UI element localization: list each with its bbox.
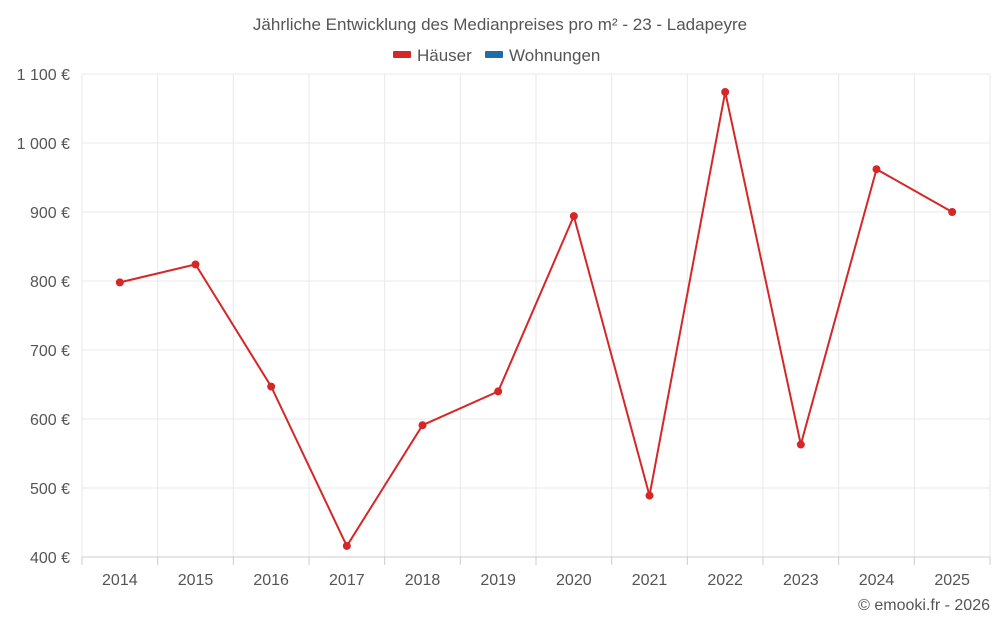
x-tick-label: 2015 [178,572,214,589]
x-tick-label: 2023 [783,572,819,589]
y-tick-label: 1 100 € [17,67,70,84]
y-tick-label: 400 € [30,550,70,567]
x-gridlines [81,74,991,557]
legend-label-haeuser[interactable]: Häuser [417,46,472,65]
y-axis-labels: 400 € 500 € 600 € 700 € 800 € 900 € 1 000 € 1 1… [17,67,70,567]
data-point[interactable] [569,212,578,221]
x-tick-label: 2020 [556,572,592,589]
y-tick-label: 500 € [30,481,70,498]
data-point[interactable] [721,87,730,96]
x-tick-label: 2014 [102,572,138,589]
x-tick-label: 2022 [707,572,743,589]
data-point[interactable] [191,260,200,269]
data-point[interactable] [418,421,427,430]
legend-swatch-haeuser [393,51,411,58]
x-axis-labels: 2014 2015 2016 2017 2018 2019 2020 2021 2022 2023… [102,572,970,589]
x-tick-label: 2016 [253,572,289,589]
data-point[interactable] [796,440,805,449]
credit-text: © emooki.fr - 2026 [858,597,990,614]
series-line-haeuser [119,91,953,549]
y-tick-label: 1 000 € [17,136,70,153]
y-tick-label: 600 € [30,412,70,429]
chart-title: Jährliche Entwicklung des Medianpreises … [253,15,747,34]
data-point[interactable] [115,278,124,287]
data-point[interactable] [645,491,654,500]
data-point[interactable] [948,208,957,216]
data-point[interactable] [342,541,351,550]
legend-label-wohnungen[interactable]: Wohnungen [509,46,600,65]
data-point[interactable] [494,387,503,396]
x-axis-ticks [81,557,991,565]
y-tick-label: 900 € [30,205,70,222]
legend: Häuser Wohnungen [393,46,600,65]
x-tick-label: 2018 [405,572,441,589]
y-tick-label: 700 € [30,343,70,360]
x-tick-label: 2025 [934,572,970,589]
legend-swatch-wohnungen [485,51,503,58]
x-tick-label: 2017 [329,572,365,589]
data-point[interactable] [872,165,881,174]
x-tick-label: 2019 [480,572,516,589]
series-points-haeuser [115,87,957,550]
x-tick-label: 2021 [632,572,668,589]
y-tick-label: 800 € [30,274,70,291]
data-point[interactable] [267,382,276,391]
x-tick-label: 2024 [859,572,895,589]
